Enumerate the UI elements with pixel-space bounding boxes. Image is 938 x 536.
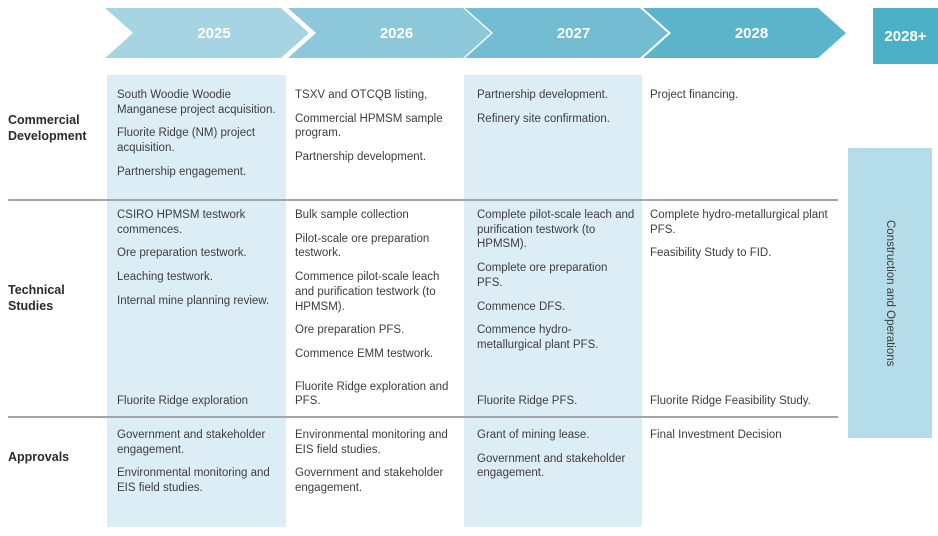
milestone-text: Fluorite Ridge exploration and PFS. — [295, 380, 449, 408]
year-chevron-2026: 2026 — [288, 8, 491, 58]
milestone-text: Environmental monitoring and EIS field s… — [295, 429, 448, 456]
cell-commercial-2027: Partnership development. Refinery site c… — [477, 88, 635, 126]
milestone-text: TSXV and OTCQB listing, — [295, 89, 428, 101]
cell-approvals-2028: Final Investment Decision — [650, 428, 836, 443]
construction-operations-bar: Construction and Operations — [848, 148, 932, 438]
milestone-text: Government and stakeholder engagement. — [117, 429, 266, 456]
milestone-text: Refinery site confirmation. — [477, 112, 610, 125]
milestone-text: Commence hydro-metallurgical plant PFS. — [477, 324, 599, 352]
milestone-text: Fluorite Ridge Feasibility Study. — [650, 395, 811, 408]
cell-approvals-2025: Government and stakeholder engagement. E… — [117, 428, 280, 496]
cell-commercial-2026: TSXV and OTCQB listing, Commercial HPMSM… — [295, 88, 461, 165]
milestone-text: Commence pilot-scale leach and purificat… — [295, 271, 440, 313]
cell-approvals-2027: Grant of mining lease. Government and st… — [477, 428, 635, 481]
cell-approvals-2026: Environmental monitoring and EIS field s… — [295, 428, 461, 496]
milestone-text: Grant of mining lease. — [477, 429, 590, 441]
milestone-text: Pilot-scale ore preparation testwork. — [295, 232, 430, 260]
milestone-text: Project financing. — [650, 89, 739, 101]
milestone-text: Final Investment Decision — [650, 429, 782, 441]
milestone-text: Ore preparation PFS. — [295, 324, 405, 337]
milestone-text: Complete hydro-metallurgical plant PFS. — [650, 209, 828, 236]
cell-technical-2028: Complete hydro-metallurgical plant PFS. … — [650, 208, 836, 409]
milestone-text: CSIRO HPMSM testwork commences. — [117, 209, 246, 236]
cell-commercial-2028: Project financing. — [650, 88, 836, 103]
divider-commercial-technical — [8, 199, 838, 201]
column-highlight-2025 — [107, 75, 286, 527]
row-label-approvals: Approvals — [8, 450, 70, 464]
year-label-2027: 2027 — [556, 24, 591, 42]
cell-commercial-2025: South Woodie Woodie Manganese project ac… — [117, 88, 280, 180]
milestone-text: Partnership engagement. — [117, 165, 247, 178]
milestone-text: Commence EMM testwork. — [295, 348, 434, 361]
year-label-2028: 2028 — [734, 24, 769, 42]
milestone-text: Commercial HPMSM sample program. — [295, 112, 443, 140]
milestone-text: Fluorite Ridge (NM) project acquisition. — [117, 127, 256, 155]
year-chevron-2025: 2025 — [105, 8, 309, 58]
milestone-text: Bulk sample collection — [295, 209, 409, 221]
construction-operations-label: Construction and Operations — [884, 219, 896, 367]
milestone-text: Internal mine planning review. — [117, 294, 270, 307]
milestone-text: Feasibility Study to FID. — [650, 247, 772, 260]
column-highlight-2027 — [464, 75, 642, 527]
year-chevron-2028: 2028 — [643, 8, 846, 58]
cell-technical-2025: CSIRO HPMSM testwork commences. Ore prep… — [117, 208, 280, 409]
milestone-text: Partnership development. — [295, 151, 427, 164]
year-label-2028plus: 2028+ — [884, 27, 927, 45]
milestone-text: South Woodie Woodie Manganese project ac… — [117, 89, 276, 116]
divider-technical-approvals — [8, 416, 838, 418]
cell-technical-2026: Bulk sample collection Pilot-scale ore p… — [295, 208, 461, 409]
milestone-text: Ore preparation testwork. — [117, 247, 247, 260]
milestone-text: Government and stakeholder engagement. — [295, 467, 444, 495]
milestone-text: Government and stakeholder engagement. — [477, 452, 626, 480]
milestone-text: Environmental monitoring and EIS field s… — [117, 467, 270, 495]
milestone-text: Complete pilot-scale leach and purificat… — [477, 209, 635, 251]
row-label-commercial-development: Commercial Development — [8, 113, 87, 143]
milestone-text: Complete ore preparation PFS. — [477, 262, 608, 289]
cell-technical-2027: Complete pilot-scale leach and purificat… — [477, 208, 635, 409]
year-chevron-2027: 2027 — [465, 8, 668, 58]
milestone-text: Partnership development. — [477, 89, 609, 101]
milestone-text: Fluorite Ridge exploration — [117, 395, 249, 408]
milestone-text: Fluorite Ridge PFS. — [477, 395, 578, 408]
milestone-text: Leaching testwork. — [117, 271, 213, 284]
year-box-2028plus: 2028+ — [873, 8, 938, 64]
year-label-2025: 2025 — [197, 24, 231, 42]
milestone-text: Commence DFS. — [477, 300, 566, 313]
year-label-2026: 2026 — [379, 24, 414, 42]
row-label-technical-studies: Technical Studies — [8, 283, 65, 313]
